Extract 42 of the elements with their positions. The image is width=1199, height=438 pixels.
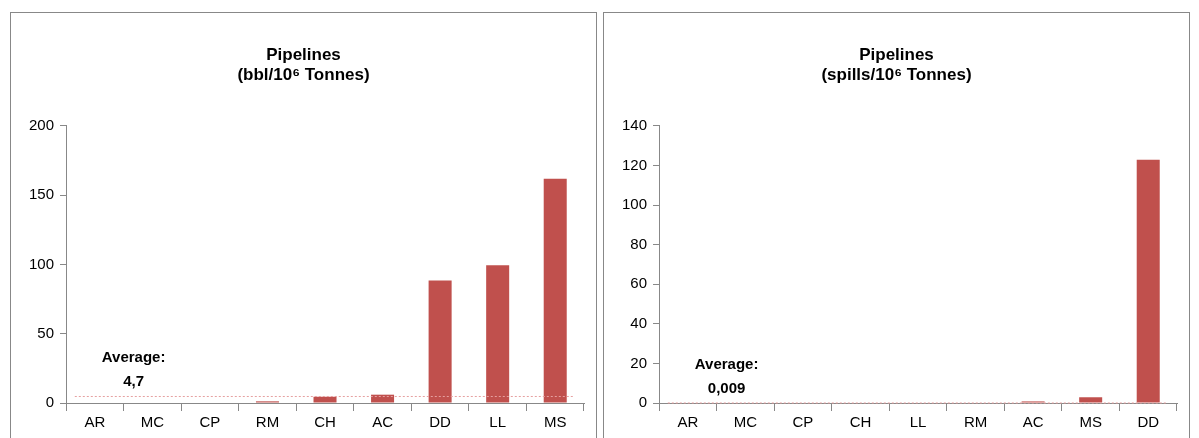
x-tick-label: AR — [84, 413, 106, 431]
x-tick-label: RM — [963, 413, 988, 431]
x-tick-label: RM — [255, 413, 280, 431]
x-tick-label: CH — [849, 413, 872, 431]
chart-title: Pipelines (spills/10⁶ Tonnes) — [821, 44, 972, 85]
ref-line-label: Average: 0,009 — [694, 354, 759, 396]
bar — [371, 394, 395, 403]
x-tick-label: LL — [489, 413, 507, 431]
x-tick-label: AC — [372, 413, 394, 431]
x-tick-label: DD — [429, 413, 452, 431]
x-tick-label: DD — [1137, 413, 1160, 431]
bar — [1136, 159, 1160, 403]
x-tick-label: AC — [1022, 413, 1044, 431]
x-tick-label: MC — [140, 413, 165, 431]
y-tick-label: 60 — [630, 274, 648, 292]
x-tick-label: CH — [314, 413, 336, 431]
y-tick-label: 0 — [638, 393, 648, 411]
x-tick-label: MC — [733, 413, 758, 431]
chart-title: Pipelines (bbl/10⁶ Tonnes) — [237, 44, 370, 85]
x-tick-label: AR — [677, 413, 699, 431]
bar — [428, 280, 452, 403]
y-tick-label: 140 — [622, 115, 648, 133]
y-tick-label: 40 — [630, 313, 648, 331]
y-tick-label: 0 — [45, 393, 55, 411]
y-tick-label: 50 — [37, 323, 55, 341]
x-tick-label: CP — [792, 413, 814, 431]
bar — [543, 178, 567, 403]
bar — [1079, 397, 1103, 403]
x-tick-label: CP — [199, 413, 221, 431]
x-tick-label: MS — [1079, 413, 1102, 431]
x-tick-label: LL — [909, 413, 927, 431]
y-tick-label: 150 — [29, 185, 55, 203]
x-tick-label: MS — [543, 413, 567, 431]
bar — [486, 265, 510, 403]
ref-line-label: Average: 4,7 — [101, 348, 166, 390]
y-tick-label: 80 — [630, 234, 648, 252]
y-tick-label: 120 — [622, 155, 648, 173]
y-tick-label: 100 — [29, 254, 55, 272]
y-tick-label: 100 — [622, 195, 648, 213]
bar — [313, 396, 337, 403]
y-tick-label: 200 — [29, 115, 55, 133]
y-tick-label: 20 — [630, 353, 648, 371]
